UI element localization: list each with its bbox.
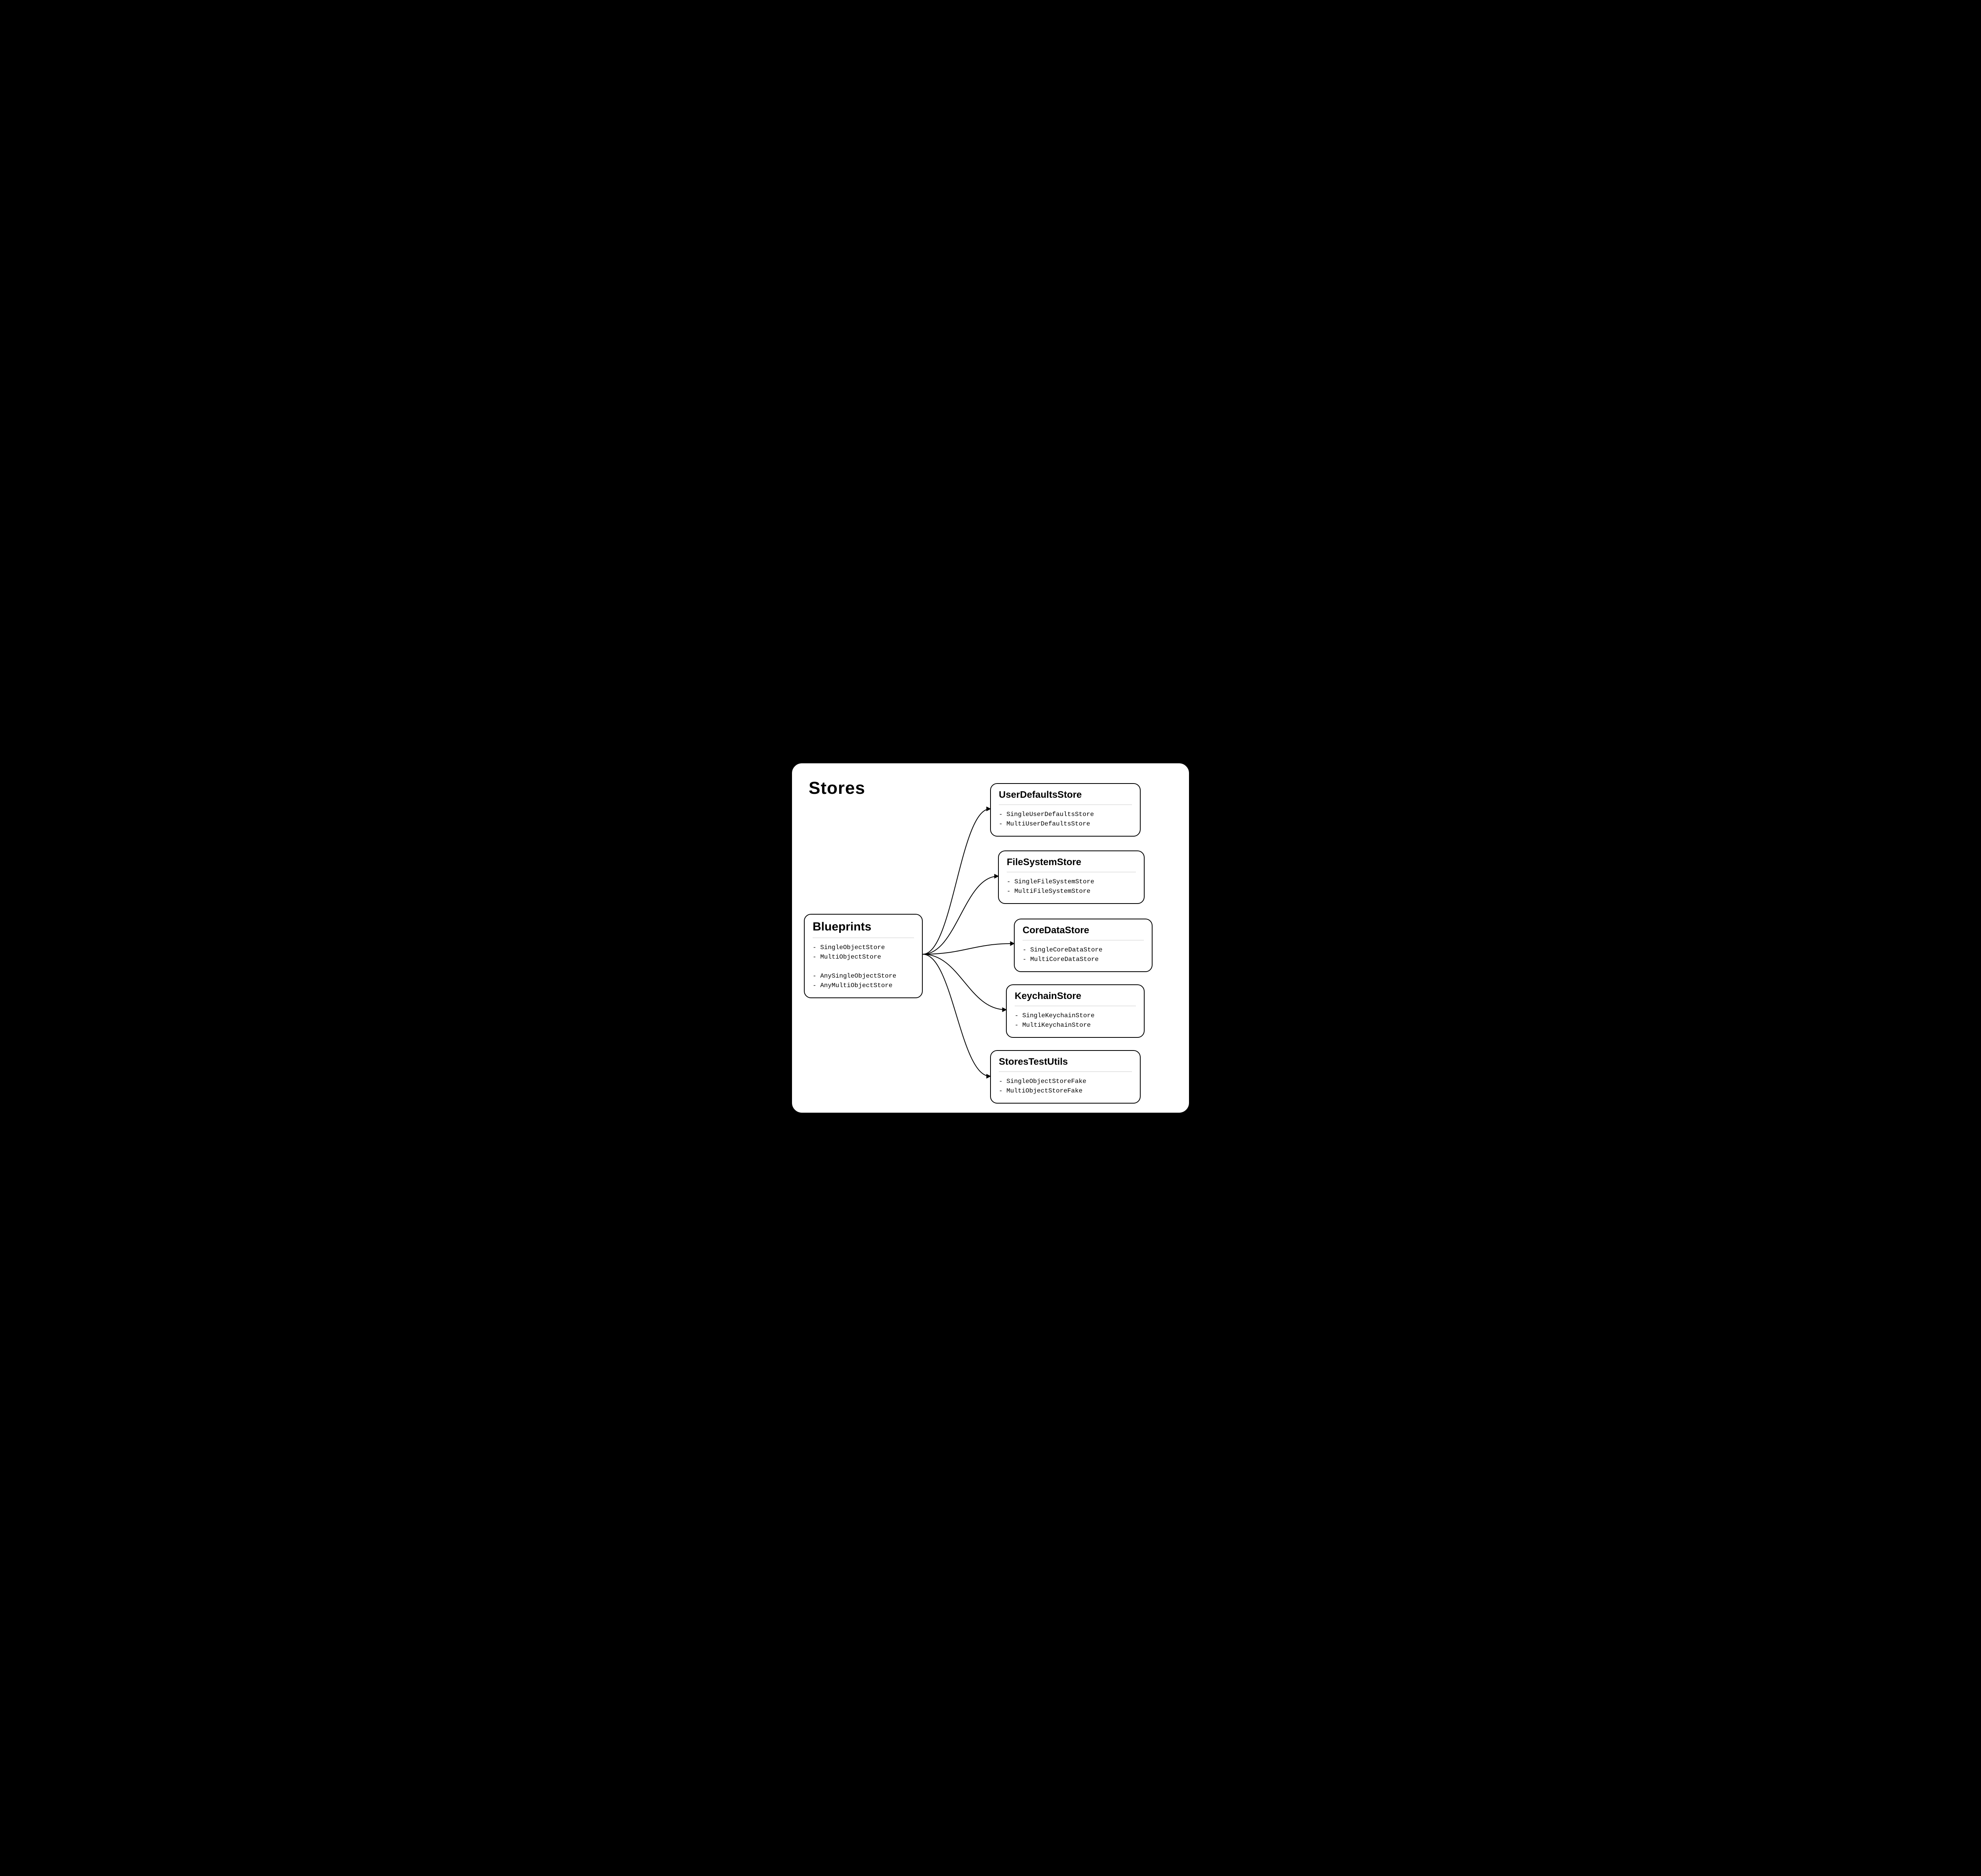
node-coredata: CoreDataStore - SingleCoreDataStore - Mu… (1014, 919, 1153, 972)
node-divider (999, 1071, 1132, 1072)
edge-to-testutils (923, 954, 990, 1076)
page-title: Stores (809, 778, 865, 798)
edge-to-userdefaults (923, 809, 990, 954)
node-userdefaults: UserDefaultsStore - SingleUserDefaultsSt… (990, 783, 1141, 837)
node-items: - SingleObjectStore - MultiObjectStore -… (813, 943, 914, 990)
node-items: - SingleCoreDataStore - MultiCoreDataSto… (1023, 945, 1144, 964)
node-keychain: KeychainStore - SingleKeychainStore - Mu… (1006, 984, 1145, 1038)
node-items: - SingleUserDefaultsStore - MultiUserDef… (999, 810, 1132, 829)
node-title: CoreDataStore (1023, 925, 1144, 936)
edge-to-keychain (923, 954, 1006, 1010)
node-title: KeychainStore (1015, 991, 1136, 1002)
diagram-frame: Stores Blueprints - SingleObjectStore - … (791, 762, 1190, 1114)
node-filesystem: FileSystemStore - SingleFileSystemStore … (998, 850, 1145, 904)
node-title: UserDefaultsStore (999, 789, 1132, 801)
node-items: - SingleFileSystemStore - MultiFileSyste… (1007, 877, 1136, 896)
node-title: FileSystemStore (1007, 857, 1136, 868)
node-testutils: StoresTestUtils - SingleObjectStoreFake … (990, 1050, 1141, 1104)
node-items: - SingleKeychainStore - MultiKeychainSto… (1015, 1011, 1136, 1030)
node-title: Blueprints (813, 920, 914, 934)
node-items: - SingleObjectStoreFake - MultiObjectSto… (999, 1077, 1132, 1096)
edge-to-coredata (923, 944, 1014, 954)
node-blueprints: Blueprints - SingleObjectStore - MultiOb… (804, 914, 923, 998)
edge-to-filesystem (923, 876, 998, 954)
node-title: StoresTestUtils (999, 1056, 1132, 1068)
